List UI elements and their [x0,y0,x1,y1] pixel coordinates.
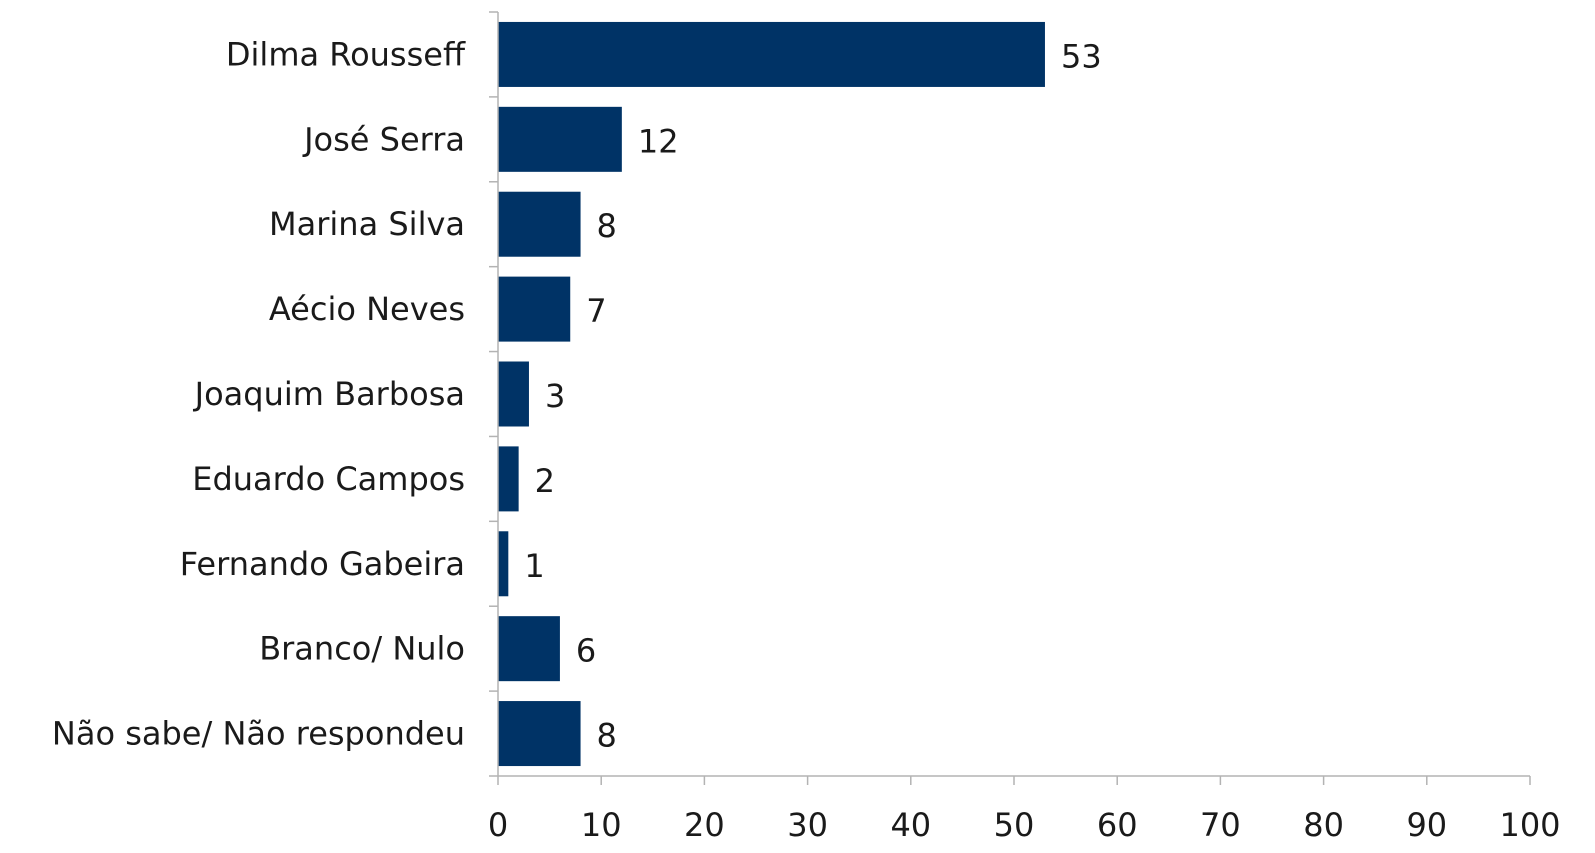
bar [498,531,509,597]
category-label: Não sabe/ Não respondeu [52,715,465,753]
value-label: 2 [535,462,555,500]
bar [498,106,622,172]
value-label: 8 [597,717,617,755]
category-label: Aécio Neves [269,290,465,328]
category-label: Joaquim Barbosa [193,375,465,413]
bar [498,21,1045,87]
x-tick-label: 100 [1499,806,1560,844]
x-tick-label: 0 [488,806,508,844]
value-label: 8 [597,207,617,245]
category-label: Dilma Rousseff [226,35,466,73]
bar [498,446,519,512]
value-label: 1 [524,547,544,585]
value-label: 12 [638,122,679,160]
x-tick-label: 90 [1406,806,1447,844]
bar [498,191,581,257]
x-tick-label: 20 [684,806,725,844]
category-label: Branco/ Nulo [259,630,465,668]
x-tick-label: 10 [581,806,622,844]
value-label: 3 [545,377,565,415]
axes-group: 0 10 20 30 40 50 60 70 80 90 100 [488,11,1561,844]
x-tick-label: 30 [787,806,828,844]
category-label: Marina Silva [269,205,465,243]
x-tick-label: 60 [1097,806,1138,844]
bar [498,276,571,342]
value-labels-group: 53 12 8 7 3 2 1 6 8 [524,37,1101,754]
x-tick-label: 70 [1200,806,1241,844]
bar [498,701,581,767]
value-label: 7 [586,292,606,330]
category-label: Fernando Gabeira [180,545,465,583]
bars-group [498,21,1045,767]
bar [498,616,560,682]
value-label: 6 [576,632,596,670]
value-label: 53 [1061,37,1102,75]
bar [498,361,529,427]
category-label: José Serra [302,120,465,158]
x-tick-label: 40 [890,806,931,844]
category-labels-group: Dilma Rousseff José Serra Marina Silva Aéci… [52,35,466,752]
x-tick-label: 80 [1303,806,1344,844]
x-tick-label: 50 [994,806,1035,844]
category-label: Eduardo Campos [192,460,465,498]
